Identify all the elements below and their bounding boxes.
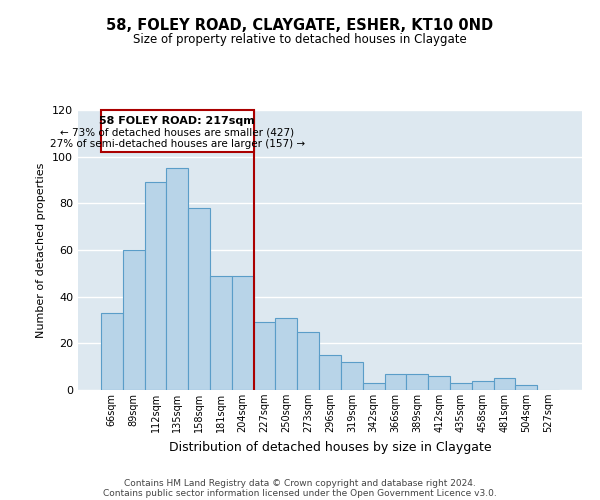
Bar <box>406 374 428 390</box>
Text: Contains HM Land Registry data © Crown copyright and database right 2024.: Contains HM Land Registry data © Crown c… <box>124 478 476 488</box>
Bar <box>275 318 297 390</box>
Bar <box>385 374 406 390</box>
Bar <box>450 383 472 390</box>
Bar <box>145 182 166 390</box>
Text: 27% of semi-detached houses are larger (157) →: 27% of semi-detached houses are larger (… <box>50 139 305 149</box>
Bar <box>428 376 450 390</box>
Text: Size of property relative to detached houses in Claygate: Size of property relative to detached ho… <box>133 32 467 46</box>
Bar <box>363 383 385 390</box>
Y-axis label: Number of detached properties: Number of detached properties <box>37 162 46 338</box>
Bar <box>515 386 537 390</box>
Bar <box>210 276 232 390</box>
Text: 58 FOLEY ROAD: 217sqm: 58 FOLEY ROAD: 217sqm <box>100 116 255 126</box>
Bar <box>166 168 188 390</box>
Bar <box>188 208 210 390</box>
Bar <box>319 355 341 390</box>
Text: 58, FOLEY ROAD, CLAYGATE, ESHER, KT10 0ND: 58, FOLEY ROAD, CLAYGATE, ESHER, KT10 0N… <box>106 18 494 32</box>
Text: ← 73% of detached houses are smaller (427): ← 73% of detached houses are smaller (42… <box>60 128 295 138</box>
Bar <box>101 110 254 152</box>
Bar <box>232 276 254 390</box>
X-axis label: Distribution of detached houses by size in Claygate: Distribution of detached houses by size … <box>169 440 491 454</box>
Bar <box>494 378 515 390</box>
Bar <box>101 313 123 390</box>
Text: Contains public sector information licensed under the Open Government Licence v3: Contains public sector information licen… <box>103 488 497 498</box>
Bar <box>254 322 275 390</box>
Bar <box>123 250 145 390</box>
Bar <box>341 362 363 390</box>
Bar <box>472 380 494 390</box>
Bar <box>297 332 319 390</box>
